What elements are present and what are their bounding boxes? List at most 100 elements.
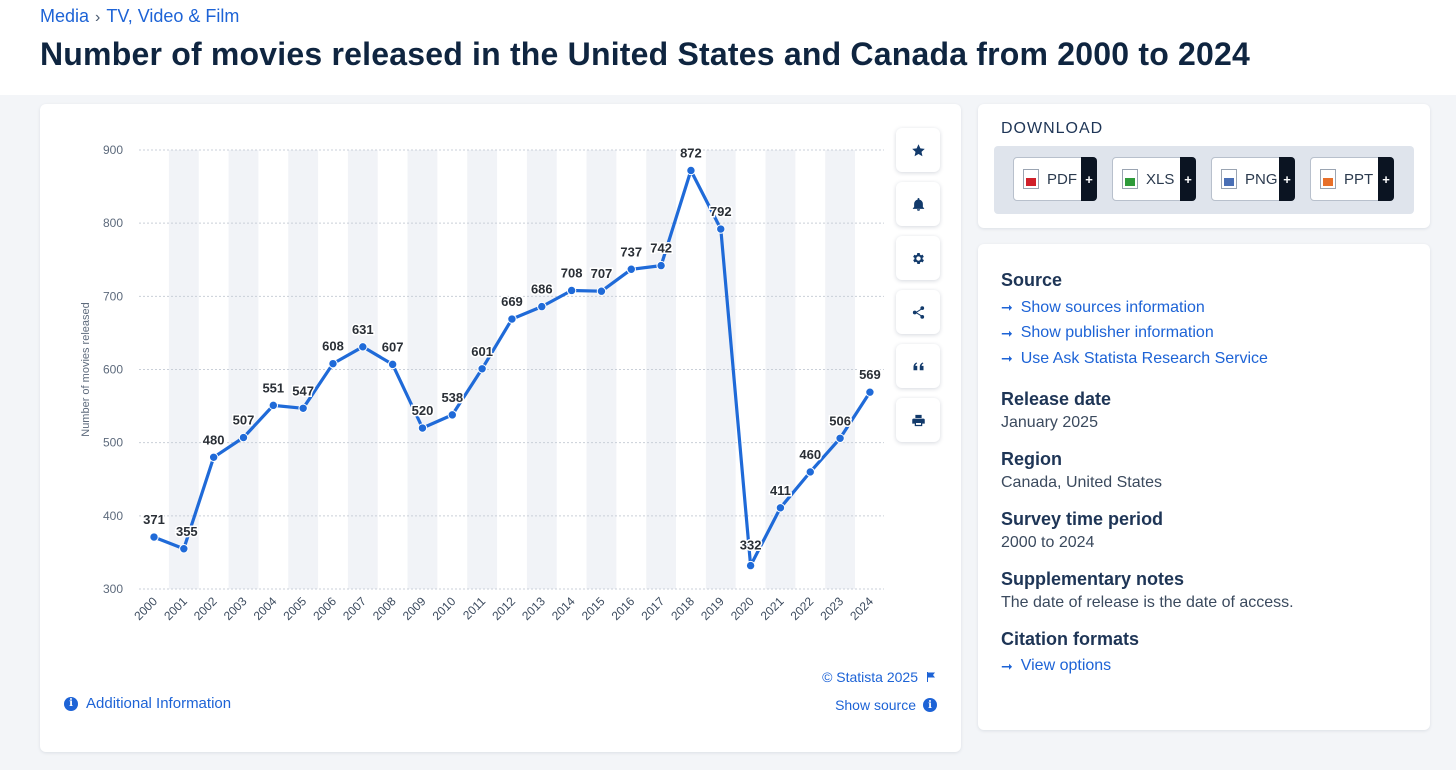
share-button[interactable] [896, 290, 940, 334]
data-point [835, 433, 845, 443]
x-tick-label: 2013 [519, 594, 548, 623]
quote-icon [913, 361, 923, 370]
show-sources-label: Show sources information [1020, 298, 1205, 316]
x-tick-label: 2016 [609, 594, 638, 623]
download-png-label: PNG [1245, 170, 1278, 188]
x-tick-label: 2017 [638, 594, 667, 623]
cite-button[interactable] [896, 344, 940, 388]
y-tick-label: 600 [103, 363, 123, 377]
statista-copyright[interactable]: © Statista 2025 [822, 669, 937, 685]
release-date-section: Release date January 2025 [1001, 389, 1411, 432]
data-point [686, 165, 696, 176]
chart-card: 300 400 500 600 700 800 900 Number of movies re… [40, 104, 961, 752]
arrow-right-icon: ➞ [1001, 350, 1013, 367]
region-section: Region Canada, United States [1001, 449, 1411, 492]
additional-information-link[interactable]: i Additional Information [64, 695, 231, 712]
data-label: 707 [591, 266, 613, 281]
data-point [208, 452, 219, 462]
x-tick-label: 2022 [788, 594, 817, 623]
info-icon: i [923, 698, 937, 712]
view-options-link[interactable]: ➞ View options [1001, 654, 1411, 680]
x-tick-label: 2004 [251, 594, 280, 623]
data-label: 507 [233, 413, 255, 428]
data-label: 792 [710, 204, 732, 219]
y-axis-label: Number of movies released [80, 302, 92, 437]
favorite-button[interactable] [896, 128, 940, 172]
view-options-label: View options [1020, 657, 1112, 675]
survey-period-section: Survey time period 2000 to 2024 [1001, 509, 1411, 552]
data-label: 607 [382, 339, 404, 354]
page-header: Media › TV, Video & Film Number of movies … [0, 0, 1456, 95]
data-label: 551 [262, 380, 284, 395]
line-chart: 300 400 500 600 700 800 900 Number of movies re… [80, 143, 884, 623]
page-title: Number of movies released in the United … [40, 36, 1251, 72]
breadcrumb-media[interactable]: Media [40, 6, 90, 26]
print-button[interactable] [896, 398, 940, 442]
arrow-right-icon: ➞ [1001, 324, 1013, 341]
download-pdf-button[interactable]: PDF + [1013, 157, 1097, 201]
citation-section: Citation formats ➞ View options [1001, 629, 1411, 680]
copyright-label: © Statista 2025 [822, 669, 918, 685]
data-point [805, 467, 815, 477]
data-label: 371 [143, 512, 165, 527]
settings-button[interactable] [896, 236, 940, 280]
data-label: 608 [322, 339, 344, 354]
info-icon: i [64, 696, 78, 711]
breadcrumb: Media › TV, Video & Film [40, 6, 239, 27]
download-png-button[interactable]: PNG + [1211, 157, 1295, 201]
breadcrumb-tv-video-film[interactable]: TV, Video & Film [106, 6, 240, 26]
data-label: 547 [292, 383, 314, 398]
x-tick-label: 2015 [579, 594, 608, 623]
breadcrumb-separator: › [95, 9, 101, 26]
download-ppt-button[interactable]: PPT + [1310, 157, 1394, 201]
share-icon [912, 305, 924, 319]
ask-statista-link[interactable]: ➞ Use Ask Statista Research Service [1001, 346, 1411, 372]
source-section: Source ➞ Show sources information ➞ Show p… [1001, 270, 1411, 372]
data-point [477, 364, 487, 374]
data-label: 460 [799, 447, 821, 462]
notification-button[interactable] [896, 182, 940, 226]
flag-icon [927, 672, 935, 682]
supplementary-notes-heading: Supplementary notes [1001, 568, 1185, 589]
data-point [328, 358, 338, 369]
x-tick-label: 2024 [847, 594, 876, 623]
show-sources-link[interactable]: ➞ Show sources information [1001, 295, 1411, 321]
data-point [656, 260, 666, 271]
y-tick-label: 900 [103, 143, 123, 157]
plus-icon: + [1279, 157, 1295, 201]
x-tick-label: 2023 [817, 594, 846, 623]
x-tick-label: 2010 [430, 594, 459, 623]
data-point [387, 359, 398, 370]
data-point [775, 503, 786, 513]
data-label: 355 [176, 524, 198, 539]
data-label: 631 [352, 322, 374, 337]
x-tick-label: 2018 [668, 594, 697, 623]
data-point [268, 400, 279, 411]
y-tick-label: 400 [103, 509, 123, 523]
supplementary-notes-value: The date of release is the date of acces… [1001, 593, 1294, 611]
ppt-file-icon [1320, 169, 1336, 189]
data-label: 872 [680, 145, 702, 160]
x-tick-label: 2005 [280, 594, 309, 623]
y-tick-label: 300 [103, 582, 123, 596]
data-label: 520 [412, 403, 434, 418]
show-source-link[interactable]: Show source i [835, 697, 937, 713]
data-point [298, 403, 308, 413]
star-icon [911, 143, 925, 156]
show-publisher-link[interactable]: ➞ Show publisher information [1001, 321, 1411, 347]
x-tick-label: 2014 [549, 594, 578, 623]
plus-icon: + [1081, 157, 1097, 201]
data-point [566, 285, 577, 296]
ask-statista-label: Use Ask Statista Research Service [1020, 349, 1268, 367]
x-tick-label: 2003 [221, 594, 250, 623]
survey-period-value: 2000 to 2024 [1001, 533, 1095, 551]
download-xls-button[interactable]: XLS + [1112, 157, 1196, 201]
arrow-right-icon: ➞ [1001, 299, 1013, 316]
download-heading: DOWNLOAD [1001, 120, 1104, 137]
show-source-label: Show source [835, 697, 916, 713]
arrow-right-icon: ➞ [1001, 657, 1013, 674]
data-point [417, 423, 428, 433]
x-tick-label: 2007 [340, 594, 369, 623]
data-label: 601 [471, 344, 493, 359]
source-heading: Source [1001, 270, 1063, 290]
